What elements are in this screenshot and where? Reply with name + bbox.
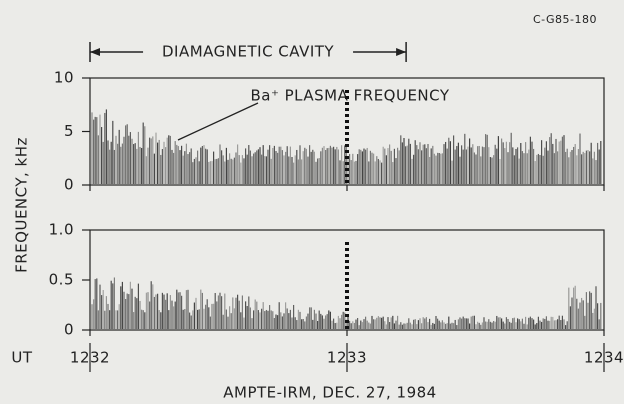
dashed-marker <box>345 150 349 153</box>
dashed-marker <box>345 284 349 287</box>
y-axis-label: FREQUENCY, kHz <box>13 137 31 273</box>
dashed-marker <box>345 260 349 263</box>
x-prefix: UT <box>11 349 32 367</box>
spectrogram-texture <box>91 242 602 329</box>
dashed-marker <box>345 174 349 177</box>
dashed-marker <box>345 138 349 141</box>
dashed-marker <box>345 248 349 251</box>
dashed-marker <box>345 326 349 329</box>
dashed-marker <box>345 156 349 159</box>
dashed-marker <box>345 320 349 323</box>
dashed-marker <box>345 144 349 147</box>
dashed-marker <box>345 290 349 293</box>
figure-id: C-G85-180 <box>533 13 597 26</box>
dashed-marker <box>345 168 349 171</box>
dashed-marker <box>345 96 349 99</box>
y-tick-label: 0 <box>64 321 74 339</box>
dashed-marker <box>345 132 349 135</box>
dashed-marker <box>345 120 349 123</box>
dashed-marker <box>345 278 349 281</box>
dashed-marker <box>345 114 349 117</box>
dashed-marker <box>345 308 349 311</box>
dashed-marker <box>345 266 349 269</box>
y-tick-label: 5 <box>64 122 74 140</box>
dashed-marker <box>345 242 349 245</box>
dashed-marker <box>345 302 349 305</box>
cavity-label: DIAMAGNETIC CAVITY <box>162 43 334 61</box>
dashed-marker <box>345 90 349 93</box>
spectrogram-texture <box>91 90 602 184</box>
annotation-pointer <box>177 102 259 141</box>
y-tick-label: 0 <box>64 176 74 194</box>
dashed-marker <box>345 272 349 275</box>
y-tick-label: 0.5 <box>49 271 74 289</box>
plasma-annotation: Ba⁺ PLASMA FREQUENCY <box>250 87 449 105</box>
dashed-marker <box>345 296 349 299</box>
dashed-marker <box>345 108 349 111</box>
dashed-marker <box>345 254 349 257</box>
y-tick-label: 10 <box>54 69 74 87</box>
x-axis-label: AMPTE-IRM, DEC. 27, 1984 <box>223 384 436 402</box>
dashed-marker <box>345 126 349 129</box>
dashed-marker <box>345 162 349 165</box>
dashed-marker <box>345 102 349 105</box>
y-tick-label: 1.0 <box>49 221 74 239</box>
dashed-marker <box>345 314 349 317</box>
dashed-marker <box>345 180 349 183</box>
